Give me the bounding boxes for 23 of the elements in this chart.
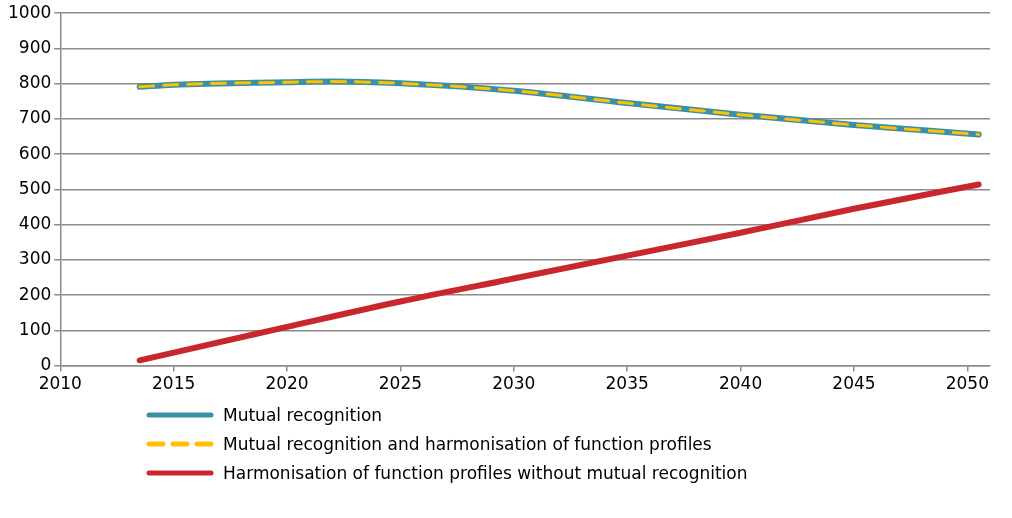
x-tick-label: 2020	[265, 373, 309, 394]
legend-label: Mutual recognition	[223, 404, 383, 425]
y-tick-label: 400	[18, 213, 52, 234]
y-tick-label: 0	[40, 354, 52, 375]
x-tick-label: 2045	[832, 373, 876, 394]
x-tick-label: 2040	[718, 373, 763, 394]
x-tick-label: 2010	[38, 373, 82, 394]
legend-label: Mutual recognition and harmonisation of function profiles	[223, 433, 712, 454]
y-tick-label: 300	[18, 248, 52, 269]
x-tick-label: 2025	[378, 373, 423, 394]
x-tick-label: 2015	[152, 373, 196, 394]
x-tick-label: 2030	[492, 373, 536, 394]
y-tick-label: 1000	[8, 1, 52, 22]
y-tick-label: 500	[18, 177, 52, 198]
y-tick-label: 200	[18, 283, 52, 304]
y-tick-label: 800	[18, 72, 52, 93]
legend-label: Harmonisation of function profiles without mutual recognition	[223, 462, 748, 483]
y-tick-label: 900	[18, 36, 52, 57]
y-tick-label: 600	[18, 142, 52, 163]
x-tick-label: 2035	[605, 373, 649, 394]
y-tick-label: 700	[18, 107, 52, 128]
x-tick-label: 2050	[945, 373, 989, 394]
y-tick-label: 100	[18, 318, 52, 339]
